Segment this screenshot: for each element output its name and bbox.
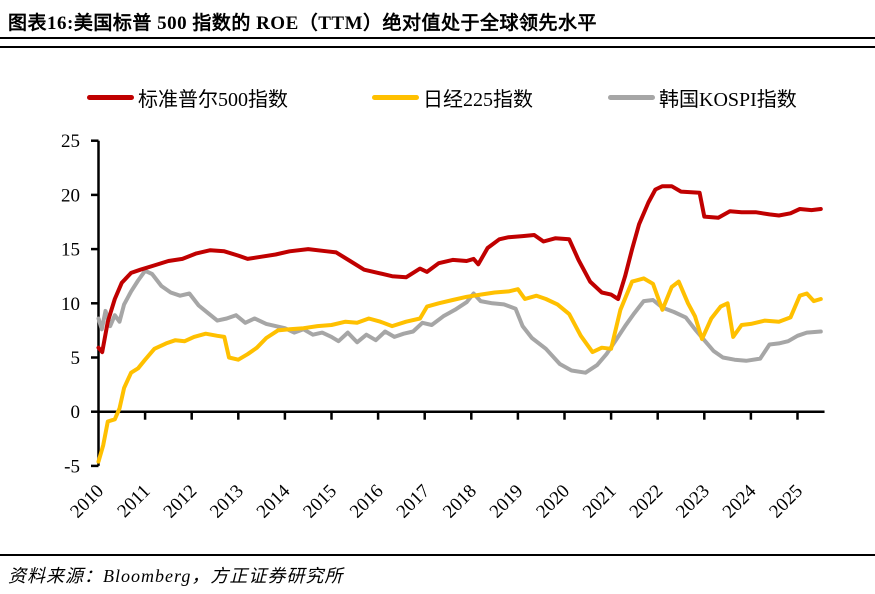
series-line-韩国KOSPI指数 — [96, 268, 823, 375]
x-axis-label: 2021 — [579, 481, 621, 523]
chart-area: 25 20 15 10 5 0 -5 2010 2011 2012 2013 2014 2015 2016… — [0, 120, 875, 550]
source-note: 资料来源：Bloomberg，方正证券研究所 — [8, 566, 344, 586]
x-axis-label: 2012 — [160, 481, 202, 523]
x-axis-label: 2022 — [626, 481, 668, 523]
sp500-line-swatch — [87, 95, 134, 100]
y-axis-label: 15 — [61, 240, 80, 261]
x-axis-label: 2019 — [486, 481, 528, 523]
legend-label-sp500: 标准普尔500指数 — [138, 89, 288, 111]
x-axis-label: 2017 — [393, 481, 435, 523]
x-axis-label: 2020 — [532, 481, 574, 523]
series-line-标准普尔500指数 — [96, 184, 823, 355]
legend-label-nikkei225: 日经225指数 — [423, 89, 533, 111]
x-axis-label: 2024 — [719, 480, 761, 522]
figure-title: 图表16:美国标普 500 指数的 ROE（TTM）绝对值处于全球领先水平 — [8, 13, 598, 34]
series-line-日经225指数 — [96, 276, 823, 464]
x-axis-label: 2015 — [299, 481, 341, 523]
x-axis-label: 2018 — [439, 481, 481, 523]
x-axis-label: 2016 — [346, 481, 388, 523]
footer-divider — [0, 554, 875, 556]
x-axis-label: 2023 — [672, 481, 714, 523]
y-axis-label: 0 — [71, 402, 81, 423]
x-axis-label: 2011 — [113, 481, 154, 522]
legend-item-sp500: 标准普尔500指数 — [87, 83, 288, 112]
y-axis-label: 10 — [61, 294, 80, 315]
y-axis-label: 5 — [71, 348, 81, 369]
x-axis-label: 2014 — [253, 480, 295, 522]
y-axis-label: 25 — [61, 131, 80, 152]
x-axis-label: 2025 — [765, 481, 807, 523]
y-axis-label: -5 — [64, 456, 80, 477]
x-axis-label: 2013 — [206, 481, 248, 523]
legend-item-kospi: 韩国KOSPI指数 — [608, 83, 797, 112]
legend-item-nikkei225: 日经225指数 — [372, 83, 533, 112]
kospi-line-swatch — [608, 95, 655, 100]
nikkei225-line-swatch — [372, 95, 419, 100]
y-axis-label: 20 — [61, 185, 80, 206]
x-axis-label: 2010 — [66, 481, 108, 523]
title-divider — [0, 37, 875, 48]
legend-label-kospi: 韩国KOSPI指数 — [659, 89, 797, 111]
